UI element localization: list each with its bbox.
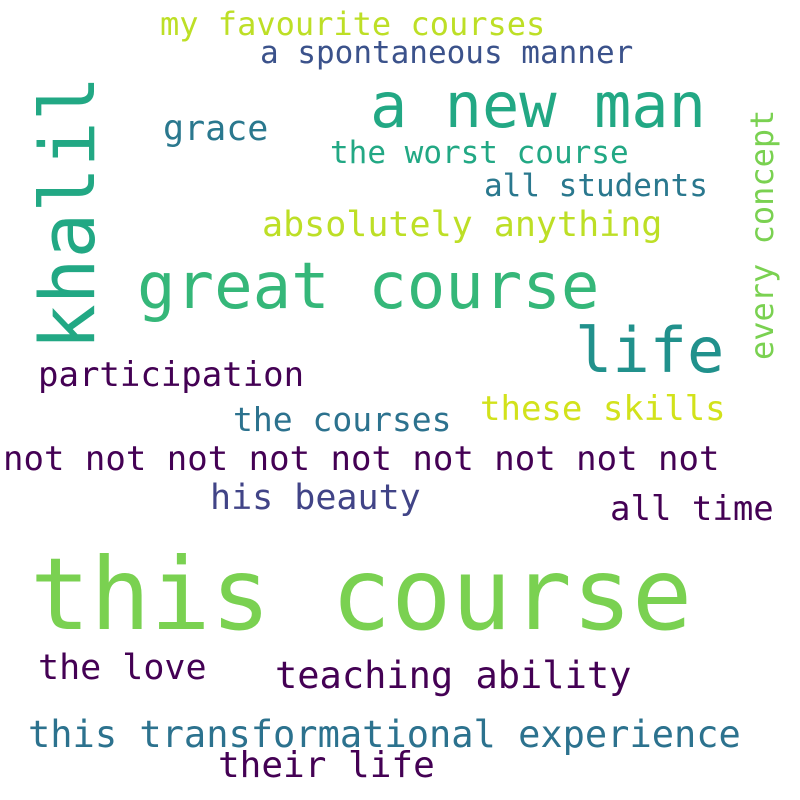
word-grace: grace (163, 109, 269, 149)
word-great-course: great course (137, 250, 600, 324)
word-all-students: all students (484, 168, 708, 204)
word-every-concept: every concept (743, 109, 781, 360)
word-all-time: all time (610, 489, 774, 529)
word-not-not-not: not not not not not not not not not (3, 439, 720, 479)
word-these-skills: these skills (480, 389, 726, 429)
word-this-transformational-experience: this transformational experience (28, 713, 741, 756)
word-their-life: their life (218, 745, 435, 786)
word-the-love: the love (38, 648, 207, 688)
word-absolutely-anything: absolutely anything (262, 205, 663, 245)
word-teaching-ability: teaching ability (275, 654, 632, 697)
word-his-beauty: his beauty (210, 478, 421, 518)
word-this-course: this course (30, 536, 693, 653)
word-the-worst-course: the worst course (330, 135, 629, 171)
word-participation: participation (38, 355, 305, 395)
word-a-spontaneous-manner: a spontaneous manner (260, 35, 634, 71)
word-khalil: khalil (23, 75, 112, 350)
word-a-new-man: a new man (370, 69, 706, 142)
word-life: life (575, 314, 725, 387)
word-my-favourite-courses: my favourite courses (160, 5, 546, 43)
word-the-courses: the courses (233, 400, 452, 439)
